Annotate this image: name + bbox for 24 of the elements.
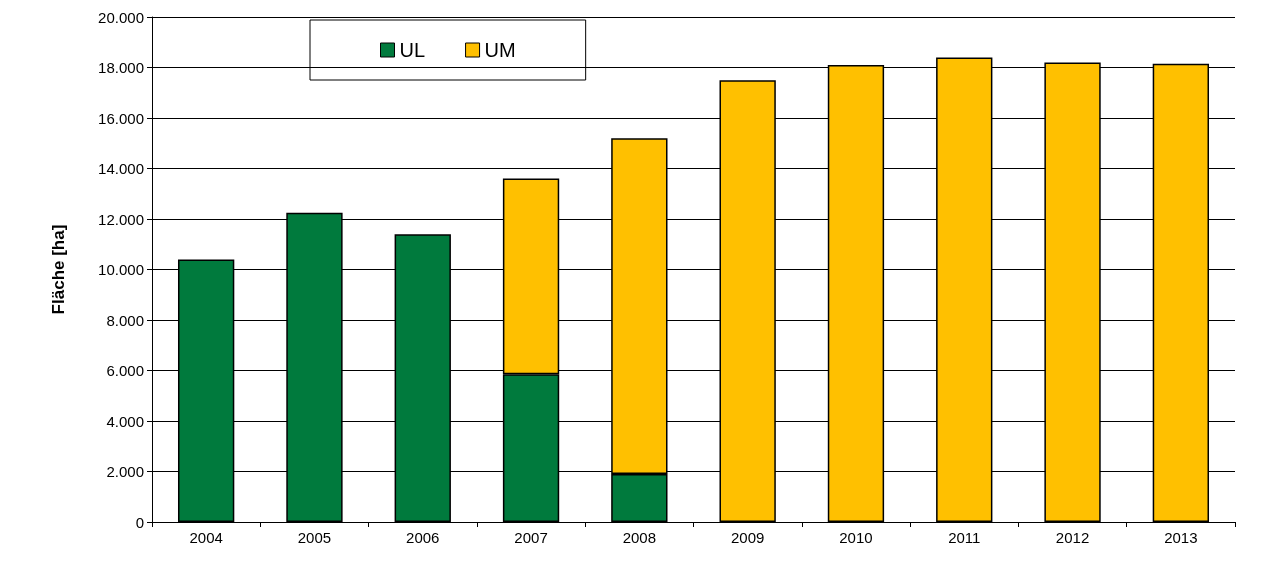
y-tick-label: 0: [135, 513, 144, 531]
x-tick-label: 2008: [622, 529, 657, 546]
x-tick-label: 2009: [730, 529, 765, 546]
legend-label: UL: [399, 39, 426, 61]
y-tick-label: 16.000: [98, 109, 144, 127]
legend-label: UM: [484, 39, 516, 61]
y-tick-label: 6.000: [106, 362, 144, 379]
x-tick-label: 2012: [1055, 529, 1090, 546]
y-tick-label: 20.000: [98, 8, 144, 26]
y-tick-label: 4.000: [106, 412, 144, 430]
y-tick-label: 2.000: [106, 463, 144, 480]
x-tick-label: 2011: [948, 529, 981, 546]
x-tick-label: 2004: [189, 529, 223, 546]
x-tick-label: 2010: [839, 529, 873, 546]
x-tick-label: 2006: [406, 529, 440, 546]
y-tick-label: 10.000: [98, 261, 144, 278]
y-tick-label: 18.000: [98, 59, 144, 76]
x-tick-label: 2007: [514, 529, 548, 546]
x-tick-label: 2013: [1164, 529, 1198, 546]
x-tick-label: 2005: [297, 529, 332, 546]
y-axis-title: Fläche [ha]: [49, 224, 68, 315]
y-tick-label: 14.000: [98, 160, 144, 177]
y-tick-label: 12.000: [98, 210, 144, 228]
y-tick-label: 8.000: [106, 311, 144, 329]
